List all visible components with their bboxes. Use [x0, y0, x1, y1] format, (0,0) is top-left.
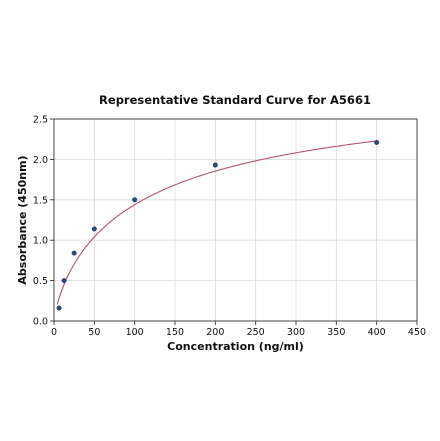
data-point	[374, 139, 380, 145]
x-tick-label: 150	[166, 327, 184, 338]
data-points	[56, 139, 380, 311]
y-tick-label: 2.0	[33, 155, 48, 166]
x-tick-label: 400	[368, 327, 386, 338]
x-tick-label: 350	[327, 327, 345, 338]
x-tick-label: 0	[51, 327, 57, 338]
grid-lines	[53, 118, 418, 322]
data-point	[71, 250, 77, 256]
data-point	[91, 226, 97, 232]
data-point	[212, 162, 218, 168]
data-point	[56, 305, 62, 311]
x-tick-label: 200	[206, 327, 224, 338]
y-tick-label: 0.0	[33, 317, 48, 328]
y-tick-label: 1.5	[33, 195, 48, 206]
fit-curve	[56, 140, 377, 305]
chart-title: Representative Standard Curve for A5661	[99, 93, 371, 107]
y-axis-label: Absorbance (450nm)	[16, 155, 29, 284]
y-tick-label: 2.5	[33, 115, 48, 126]
x-tick-label: 250	[247, 327, 265, 338]
fit-curve-layer	[56, 140, 377, 305]
x-tick-label: 450	[408, 327, 426, 338]
x-tick-label: 50	[88, 327, 100, 338]
data-point	[132, 197, 138, 203]
x-axis-label: Concentration (ng/ml)	[167, 340, 304, 353]
y-tick-label: 1.0	[33, 236, 48, 247]
plot-frame	[53, 118, 418, 322]
x-tick-label: 300	[287, 327, 305, 338]
y-tick-label: 0.5	[33, 276, 48, 287]
data-point	[61, 278, 67, 284]
x-tick-label: 100	[126, 327, 144, 338]
axis-ticks: 0 50 100 150 200 250 300 350 400 450 0.0 0.5 1.0 1.5 2…	[33, 115, 426, 339]
